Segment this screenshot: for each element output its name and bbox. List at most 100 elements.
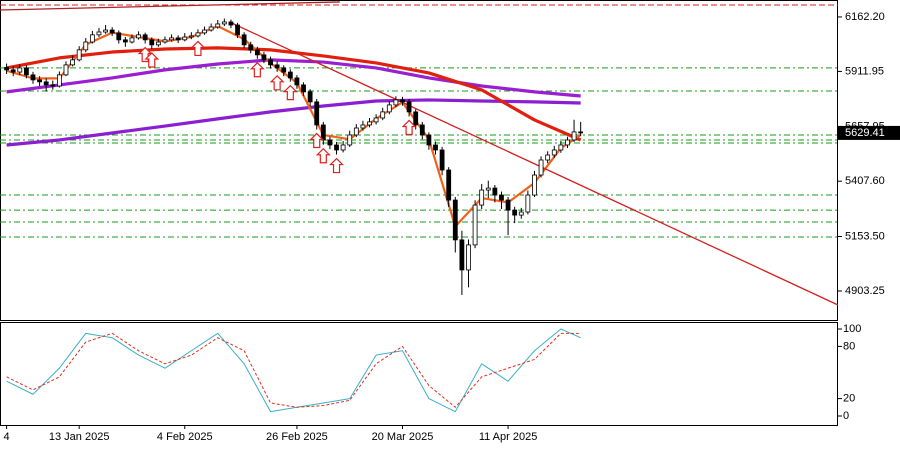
candle-body [386, 104, 392, 113]
candle-body [56, 74, 62, 87]
candle-body [492, 187, 498, 196]
candle-body [367, 121, 372, 126]
x-tick-label: 20 Mar 2025 [372, 431, 434, 443]
candle-body [162, 39, 168, 43]
candle-body [472, 204, 478, 246]
y-tick-label: 6162.20 [845, 11, 885, 23]
candle-body [195, 32, 201, 37]
candle-body [426, 134, 432, 146]
candle-body [446, 169, 452, 201]
last-price-box [838, 125, 900, 140]
candle-body [545, 154, 551, 161]
x-tick-label: 26 Feb 2025 [266, 431, 328, 443]
candle-body [373, 117, 379, 123]
candle-body [89, 34, 95, 43]
candle-body [155, 41, 161, 46]
candle-body [96, 31, 102, 36]
candle-body [129, 37, 135, 43]
candle-body [261, 54, 267, 61]
candle-body [466, 244, 471, 271]
y-tick-label: 100 [843, 323, 861, 335]
candle-body [169, 37, 174, 41]
candle-body [314, 101, 320, 126]
candle-body [380, 111, 386, 119]
stochastic-plot [6, 328, 581, 413]
candle-body [50, 84, 56, 87]
candle-body [37, 79, 42, 83]
candle-body [221, 21, 227, 25]
candle-body [578, 131, 584, 134]
main-plot [0, 1, 838, 306]
candle-body [485, 187, 491, 191]
candle-body [228, 21, 234, 26]
candle-body [301, 84, 306, 93]
buy-signal-arrow [401, 119, 417, 136]
candle-body [274, 64, 280, 69]
candle-body [518, 211, 524, 216]
y-tick-label: 4903.25 [845, 285, 885, 297]
candle-body [307, 91, 313, 103]
candle-body [149, 39, 155, 46]
candle-body [327, 139, 333, 146]
candle-body [248, 44, 254, 51]
candle-body [10, 69, 16, 73]
trendline [0, 1, 340, 11]
axes: 6162.205911.955657.955407.605153.504903.… [4, 11, 900, 443]
candle-body [202, 29, 207, 34]
y-tick-label: 5407.60 [845, 175, 885, 187]
candle-body [340, 144, 346, 151]
candle-body [565, 139, 570, 146]
buy-signal-arrow [329, 157, 344, 174]
candle-body [505, 199, 511, 211]
candle-body [182, 36, 188, 41]
indicator-line [6, 58, 581, 98]
buy-signal-arrow [249, 61, 265, 78]
candle-body [538, 159, 544, 176]
candle-body [103, 29, 108, 33]
candle-body [109, 29, 115, 34]
candle-body [17, 67, 23, 73]
candle-body [360, 124, 366, 129]
candle-body [320, 124, 326, 141]
candle-body [512, 209, 518, 216]
candle-body [254, 49, 260, 56]
candle-body [452, 199, 458, 241]
candle-body [571, 131, 577, 141]
candle-body [334, 144, 339, 151]
candle-body [235, 24, 240, 36]
candle-body [459, 239, 465, 271]
candle-body [353, 127, 359, 136]
candle-body [208, 26, 214, 31]
indicator-line [6, 98, 581, 147]
candle-body [525, 194, 531, 213]
y-tick-label: 0 [843, 410, 849, 422]
last-price-label: 5629.41 [845, 127, 885, 139]
candle-body [83, 41, 89, 51]
buy-signal-arrow [269, 74, 285, 91]
candle-body [23, 67, 29, 76]
candle-body [294, 77, 300, 86]
y-tick-label: 5153.50 [845, 230, 885, 242]
candle-body [413, 111, 419, 126]
candle-body [70, 59, 75, 66]
x-tick-label: 4 Feb 2025 [157, 431, 213, 443]
candle-body [76, 49, 82, 61]
stochastic-pane [0, 322, 838, 426]
x-tick-label: 13 Jan 2025 [49, 431, 110, 443]
candle-body [558, 144, 564, 151]
candle-body [30, 74, 36, 81]
candle-body [188, 35, 194, 38]
candle-body [393, 99, 399, 106]
candle-body [532, 174, 537, 196]
candle-body [4, 67, 9, 71]
buy-signal-arrow [309, 132, 325, 149]
trendline [229, 21, 838, 306]
candle-body [241, 34, 247, 46]
candle-body [439, 149, 445, 171]
candle-body [479, 189, 485, 206]
candle-body [43, 81, 49, 86]
x-tick-label: 11 Apr 2025 [479, 431, 538, 443]
candle-body [136, 34, 141, 39]
